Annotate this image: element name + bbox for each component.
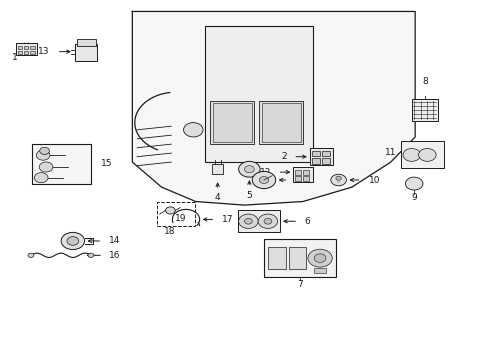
Bar [293,167,312,182]
Circle shape [244,166,254,173]
Circle shape [258,214,277,228]
Bar [289,247,305,269]
Circle shape [259,176,268,184]
Bar [314,268,325,273]
Text: 16: 16 [109,251,120,260]
Bar [264,239,335,277]
Text: 3: 3 [295,176,300,185]
Bar [322,158,329,164]
Text: 14: 14 [108,237,120,246]
Bar [212,164,223,174]
Circle shape [183,123,203,137]
Circle shape [252,171,275,189]
Bar [24,50,28,54]
Circle shape [307,249,331,267]
Bar [210,101,254,144]
Text: 17: 17 [222,215,233,224]
Bar [30,46,35,49]
Text: 2: 2 [281,152,287,161]
Bar [400,141,444,168]
Bar [157,202,194,226]
Bar [212,103,251,142]
Polygon shape [132,12,414,205]
Bar [76,40,95,46]
Bar [205,26,312,162]
Text: 13: 13 [38,47,49,56]
Text: 15: 15 [101,159,112,168]
Text: 7: 7 [297,280,303,289]
Bar [303,170,308,175]
Bar [311,158,319,164]
Circle shape [418,148,435,161]
Text: 6: 6 [304,217,309,226]
Text: 12: 12 [260,168,271,177]
Circle shape [335,176,341,180]
Bar [294,176,300,181]
Text: 9: 9 [410,193,416,202]
Circle shape [244,219,252,224]
Circle shape [264,219,271,224]
Bar [238,211,279,232]
Circle shape [314,254,325,262]
Bar [337,181,339,184]
Bar [16,43,37,55]
Circle shape [40,147,49,154]
Bar [309,148,332,165]
Bar [322,150,329,156]
Bar [30,50,35,54]
Circle shape [165,207,175,214]
Bar [24,46,28,49]
Bar [294,170,300,175]
Bar [267,247,286,269]
Circle shape [34,173,48,183]
Text: 1: 1 [12,53,18,62]
Text: 8: 8 [421,77,427,86]
Bar [32,144,91,184]
Text: 4: 4 [214,193,220,202]
Circle shape [330,174,346,186]
Circle shape [36,150,50,160]
Text: 5: 5 [246,190,252,199]
Text: 11: 11 [384,148,395,157]
Circle shape [402,148,420,161]
Bar [411,99,437,121]
Circle shape [238,161,260,177]
Circle shape [61,232,84,249]
Circle shape [405,177,422,190]
Circle shape [28,253,34,257]
Circle shape [238,214,258,228]
Bar [311,150,319,156]
Bar [303,176,308,181]
Circle shape [39,162,53,172]
Bar [75,44,97,61]
Text: 19: 19 [175,214,186,223]
Circle shape [67,237,79,245]
Text: 10: 10 [368,176,380,185]
Bar [18,46,22,49]
Bar [261,103,300,142]
Bar [18,50,22,54]
Text: 18: 18 [163,227,175,236]
Bar [259,101,303,144]
Circle shape [88,253,94,257]
